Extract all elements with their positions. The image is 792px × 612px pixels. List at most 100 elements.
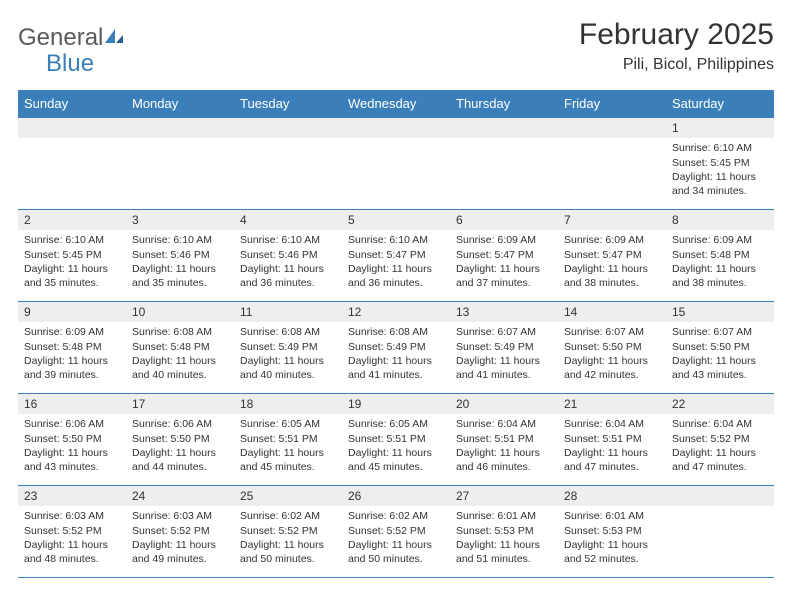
sunset-text: Sunset: 5:52 PM [240, 524, 336, 538]
calendar-week-row: 1Sunrise: 6:10 AMSunset: 5:45 PMDaylight… [18, 118, 774, 210]
sunset-text: Sunset: 5:52 PM [348, 524, 444, 538]
day-details: Sunrise: 6:02 AMSunset: 5:52 PMDaylight:… [234, 506, 342, 570]
day-number: 7 [558, 210, 666, 230]
daylight-text: Daylight: 11 hours and 40 minutes. [240, 354, 336, 382]
location-text: Pili, Bicol, Philippines [579, 56, 774, 74]
calendar-day-cell [666, 486, 774, 578]
day-number: 15 [666, 302, 774, 322]
calendar-day-cell: 16Sunrise: 6:06 AMSunset: 5:50 PMDayligh… [18, 394, 126, 486]
day-header: Monday [126, 90, 234, 118]
day-details: Sunrise: 6:01 AMSunset: 5:53 PMDaylight:… [558, 506, 666, 570]
sunrise-text: Sunrise: 6:09 AM [456, 233, 552, 247]
day-number: 9 [18, 302, 126, 322]
day-details: Sunrise: 6:09 AMSunset: 5:48 PMDaylight:… [18, 322, 126, 386]
daylight-text: Daylight: 11 hours and 35 minutes. [132, 262, 228, 290]
day-number: 16 [18, 394, 126, 414]
daylight-text: Daylight: 11 hours and 38 minutes. [672, 262, 768, 290]
daylight-text: Daylight: 11 hours and 43 minutes. [672, 354, 768, 382]
calendar-day-cell: 13Sunrise: 6:07 AMSunset: 5:49 PMDayligh… [450, 302, 558, 394]
day-details: Sunrise: 6:07 AMSunset: 5:50 PMDaylight:… [558, 322, 666, 386]
daylight-text: Daylight: 11 hours and 44 minutes. [132, 446, 228, 474]
sunrise-text: Sunrise: 6:06 AM [132, 417, 228, 431]
calendar-day-cell: 9Sunrise: 6:09 AMSunset: 5:48 PMDaylight… [18, 302, 126, 394]
day-details: Sunrise: 6:08 AMSunset: 5:48 PMDaylight:… [126, 322, 234, 386]
daylight-text: Daylight: 11 hours and 41 minutes. [456, 354, 552, 382]
day-number: 24 [126, 486, 234, 506]
sunset-text: Sunset: 5:49 PM [240, 340, 336, 354]
calendar-day-cell: 6Sunrise: 6:09 AMSunset: 5:47 PMDaylight… [450, 210, 558, 302]
calendar-day-cell: 26Sunrise: 6:02 AMSunset: 5:52 PMDayligh… [342, 486, 450, 578]
day-details: Sunrise: 6:09 AMSunset: 5:47 PMDaylight:… [450, 230, 558, 294]
sunset-text: Sunset: 5:47 PM [564, 248, 660, 262]
daylight-text: Daylight: 11 hours and 47 minutes. [564, 446, 660, 474]
day-number: 13 [450, 302, 558, 322]
calendar-day-cell [18, 118, 126, 210]
day-number: 23 [18, 486, 126, 506]
day-details: Sunrise: 6:10 AMSunset: 5:45 PMDaylight:… [18, 230, 126, 294]
sunrise-text: Sunrise: 6:07 AM [456, 325, 552, 339]
day-header: Saturday [666, 90, 774, 118]
day-details: Sunrise: 6:04 AMSunset: 5:51 PMDaylight:… [558, 414, 666, 478]
day-details: Sunrise: 6:04 AMSunset: 5:51 PMDaylight:… [450, 414, 558, 478]
day-details: Sunrise: 6:07 AMSunset: 5:49 PMDaylight:… [450, 322, 558, 386]
sunrise-text: Sunrise: 6:03 AM [132, 509, 228, 523]
day-number: 21 [558, 394, 666, 414]
daylight-text: Daylight: 11 hours and 36 minutes. [348, 262, 444, 290]
sunrise-text: Sunrise: 6:01 AM [564, 509, 660, 523]
sunrise-text: Sunrise: 6:06 AM [24, 417, 120, 431]
sunset-text: Sunset: 5:47 PM [348, 248, 444, 262]
sunset-text: Sunset: 5:48 PM [672, 248, 768, 262]
sunrise-text: Sunrise: 6:03 AM [24, 509, 120, 523]
day-details: Sunrise: 6:01 AMSunset: 5:53 PMDaylight:… [450, 506, 558, 570]
day-number [18, 118, 126, 138]
sunset-text: Sunset: 5:45 PM [672, 156, 768, 170]
day-number [234, 118, 342, 138]
day-number: 17 [126, 394, 234, 414]
calendar-day-cell: 2Sunrise: 6:10 AMSunset: 5:45 PMDaylight… [18, 210, 126, 302]
sunset-text: Sunset: 5:47 PM [456, 248, 552, 262]
logo-text-blue: Blue [46, 50, 94, 77]
calendar-day-cell: 28Sunrise: 6:01 AMSunset: 5:53 PMDayligh… [558, 486, 666, 578]
sunrise-text: Sunrise: 6:10 AM [672, 141, 768, 155]
day-details: Sunrise: 6:08 AMSunset: 5:49 PMDaylight:… [234, 322, 342, 386]
daylight-text: Daylight: 11 hours and 34 minutes. [672, 170, 768, 198]
day-header: Sunday [18, 90, 126, 118]
sunset-text: Sunset: 5:51 PM [240, 432, 336, 446]
day-number: 2 [18, 210, 126, 230]
day-number [450, 118, 558, 138]
day-details: Sunrise: 6:07 AMSunset: 5:50 PMDaylight:… [666, 322, 774, 386]
sunset-text: Sunset: 5:50 PM [132, 432, 228, 446]
calendar-day-cell: 3Sunrise: 6:10 AMSunset: 5:46 PMDaylight… [126, 210, 234, 302]
calendar-day-cell: 19Sunrise: 6:05 AMSunset: 5:51 PMDayligh… [342, 394, 450, 486]
sunrise-text: Sunrise: 6:09 AM [24, 325, 120, 339]
day-number [558, 118, 666, 138]
day-number: 20 [450, 394, 558, 414]
day-details: Sunrise: 6:06 AMSunset: 5:50 PMDaylight:… [18, 414, 126, 478]
sunrise-text: Sunrise: 6:07 AM [672, 325, 768, 339]
day-header: Wednesday [342, 90, 450, 118]
day-number: 4 [234, 210, 342, 230]
daylight-text: Daylight: 11 hours and 43 minutes. [24, 446, 120, 474]
calendar-day-cell [234, 118, 342, 210]
calendar-day-cell: 10Sunrise: 6:08 AMSunset: 5:48 PMDayligh… [126, 302, 234, 394]
day-details: Sunrise: 6:10 AMSunset: 5:45 PMDaylight:… [666, 138, 774, 202]
day-number: 22 [666, 394, 774, 414]
sunset-text: Sunset: 5:45 PM [24, 248, 120, 262]
day-number: 27 [450, 486, 558, 506]
logo-text-general: General [18, 24, 103, 52]
day-number: 26 [342, 486, 450, 506]
day-header: Thursday [450, 90, 558, 118]
day-number: 19 [342, 394, 450, 414]
sunset-text: Sunset: 5:46 PM [132, 248, 228, 262]
day-details: Sunrise: 6:09 AMSunset: 5:48 PMDaylight:… [666, 230, 774, 294]
sunrise-text: Sunrise: 6:04 AM [672, 417, 768, 431]
day-number: 18 [234, 394, 342, 414]
day-details: Sunrise: 6:02 AMSunset: 5:52 PMDaylight:… [342, 506, 450, 570]
daylight-text: Daylight: 11 hours and 46 minutes. [456, 446, 552, 474]
day-details: Sunrise: 6:05 AMSunset: 5:51 PMDaylight:… [342, 414, 450, 478]
day-number: 14 [558, 302, 666, 322]
calendar-day-cell: 4Sunrise: 6:10 AMSunset: 5:46 PMDaylight… [234, 210, 342, 302]
daylight-text: Daylight: 11 hours and 47 minutes. [672, 446, 768, 474]
sunrise-text: Sunrise: 6:05 AM [240, 417, 336, 431]
sunset-text: Sunset: 5:51 PM [348, 432, 444, 446]
